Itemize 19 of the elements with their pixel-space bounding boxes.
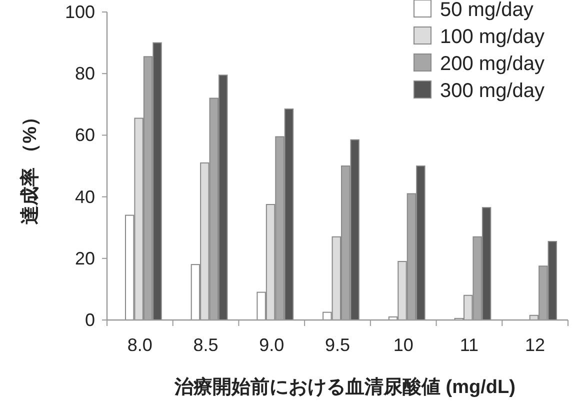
x-tick-label: 10 bbox=[393, 335, 414, 355]
x-tick-label: 8.5 bbox=[193, 335, 218, 355]
x-tick-label: 8.0 bbox=[127, 335, 152, 355]
legend-label: 100 mg/day bbox=[440, 26, 545, 48]
y-tick-label: 100 bbox=[64, 2, 95, 22]
legend-label: 300 mg/day bbox=[440, 80, 545, 102]
y-tick-label: 60 bbox=[74, 125, 95, 146]
legend-label: 50 mg/day bbox=[440, 0, 534, 21]
x-tick-label: 12 bbox=[525, 335, 546, 355]
x-axis-title: 治療開始前における血清尿酸値 (mg/dL) bbox=[174, 376, 516, 398]
x-tick-label: 11 bbox=[460, 335, 479, 355]
x-tick-label: 9.0 bbox=[259, 335, 284, 355]
y-tick-label: 20 bbox=[74, 248, 95, 268]
y-tick-label: 80 bbox=[74, 64, 95, 84]
y-tick-label: 0 bbox=[84, 310, 95, 330]
y-axis-title: 達成率 （%） bbox=[19, 107, 41, 225]
y-tick-label: 40 bbox=[74, 186, 95, 207]
legend-label: 200 mg/day bbox=[440, 53, 545, 75]
x-tick-label: 9.5 bbox=[324, 335, 350, 355]
